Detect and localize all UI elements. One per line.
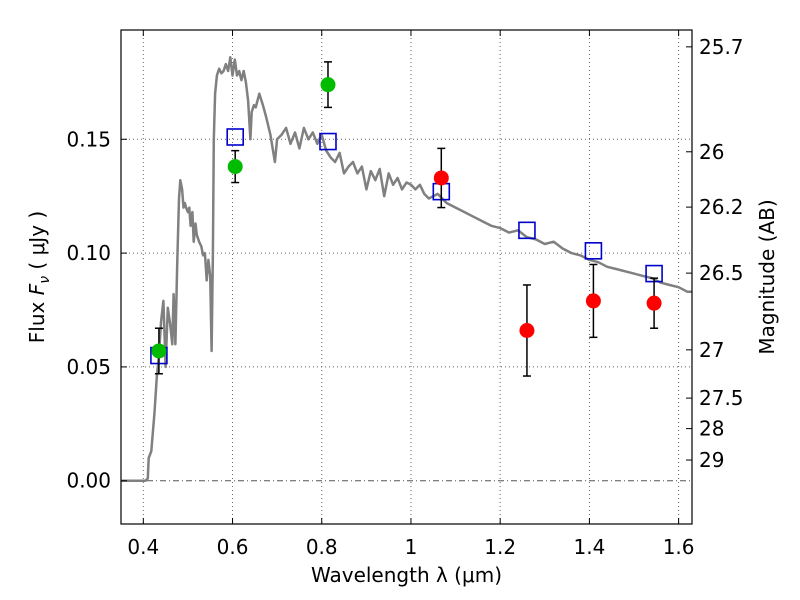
x-tick-label: 1.4 <box>573 535 605 559</box>
y-axis-label-symbol: F <box>25 283 49 295</box>
mag-tick-label: 26.2 <box>699 195 744 219</box>
observed-point-green <box>227 159 243 175</box>
model-photometry-layer <box>150 128 663 365</box>
error-bar-layer <box>154 61 659 377</box>
x-tick-label: 0.4 <box>127 535 159 559</box>
observed-point-red <box>519 322 535 338</box>
y-tick-label: 0.15 <box>66 127 111 151</box>
model-photometry-square <box>518 221 536 240</box>
y-tick-label: 0.00 <box>66 469 111 493</box>
y-tick-label: 0.10 <box>66 241 111 265</box>
model-photometry-square <box>226 128 244 146</box>
x-tick-label: 1.6 <box>663 535 695 559</box>
observed-point-green <box>151 343 167 359</box>
y-axis-label-suffix: ( μJy ) <box>25 211 49 276</box>
mag-tick-label: 29 <box>699 448 724 472</box>
x-axis-label: Wavelength λ (μm) <box>311 563 502 587</box>
model-photometry-square <box>584 242 603 260</box>
mag-tick-label: 26 <box>699 140 724 164</box>
observed-point-red <box>646 295 662 311</box>
y-axis-label-prefix: Flux <box>25 295 49 343</box>
mag-tick-label: 25.7 <box>699 35 744 59</box>
y-axis-label: Flux Fν ( μJy ) <box>25 211 53 343</box>
x-tick-label: 0.8 <box>306 535 338 559</box>
observed-point-green <box>320 77 336 93</box>
model-spectrum-line <box>121 56 692 482</box>
observed-point-red <box>433 170 449 186</box>
mag-tick-label: 27.5 <box>699 386 744 410</box>
mag-tick-label: 27 <box>699 338 724 362</box>
x-tick-label: 1 <box>405 535 418 559</box>
observed-point-red <box>585 293 601 309</box>
x-tick-label: 1.2 <box>484 535 516 559</box>
y-tick-label: 0.05 <box>66 355 111 379</box>
y-axis-label-subscript: ν <box>37 276 53 284</box>
observed-points-layer <box>151 77 662 359</box>
mag-tick-label: 26.5 <box>699 261 744 285</box>
plot-frame <box>120 29 693 525</box>
model-photometry-square <box>319 132 337 151</box>
model-spectrum-layer <box>121 56 692 482</box>
mag-tick-label: 28 <box>699 417 724 441</box>
y-axis-right-label: Magnitude (AB) <box>755 199 779 354</box>
axis-ticks: 0.4 0.6 0.8 1 1.2 1.4 1.6 0.00 0.05 0.10 0.15 25.7 2… <box>66 30 744 559</box>
x-tick-label: 0.6 <box>217 535 249 559</box>
